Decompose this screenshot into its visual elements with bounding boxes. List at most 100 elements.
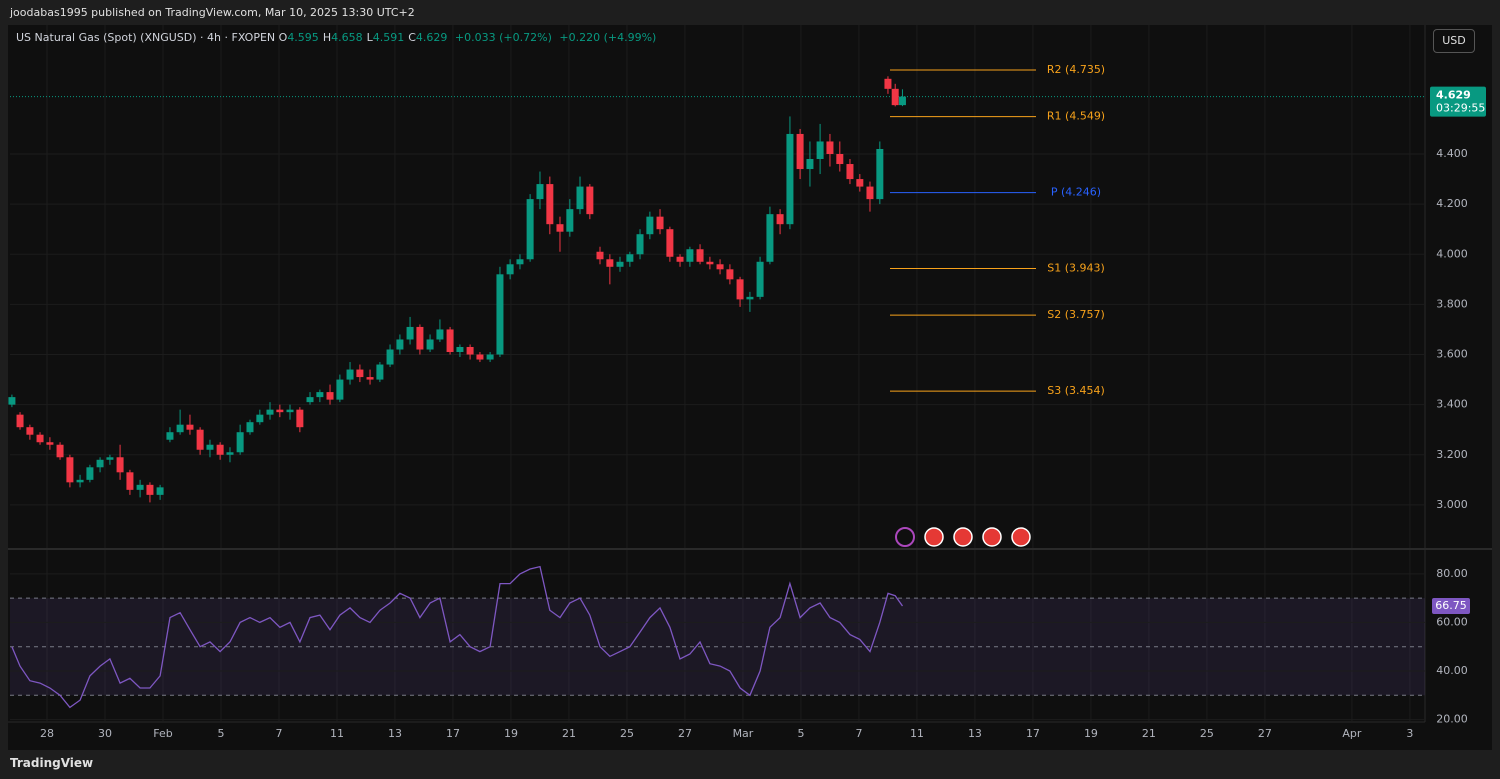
candle-body: [36, 434, 44, 443]
candle-body: [646, 216, 654, 235]
candle-body: [506, 264, 514, 275]
candle-body: [336, 379, 344, 400]
y-tick-label: 20.00: [1436, 713, 1468, 726]
last-price-label: 4.629: [1436, 89, 1471, 102]
candle-body: [846, 164, 854, 180]
x-tick-label: Feb: [153, 727, 172, 740]
pivot-label: S2 (3.757): [1047, 308, 1105, 321]
candle-body: [476, 354, 484, 360]
candle-body: [566, 209, 574, 232]
candle-body: [326, 392, 334, 400]
candle-body: [496, 274, 504, 355]
x-tick-label: 19: [1084, 727, 1098, 740]
candle-body: [136, 484, 144, 490]
candle-body: [526, 199, 534, 260]
candle-body: [446, 329, 454, 353]
x-tick-label: 13: [968, 727, 982, 740]
candle-body: [786, 133, 794, 225]
candle-body: [286, 409, 294, 413]
candle-body: [406, 326, 414, 340]
candle-body: [796, 133, 804, 170]
candle-body: [126, 472, 134, 490]
candle-body: [436, 329, 444, 340]
chart-background: [8, 25, 1492, 750]
candle-body: [826, 141, 834, 155]
y-tick-label: 3.000: [1436, 498, 1468, 511]
publish-bar: joodabas1995 published on TradingView.co…: [0, 0, 1500, 25]
currency-button[interactable]: USD: [1433, 29, 1475, 53]
x-tick-label: 11: [330, 727, 344, 740]
event-icon: [982, 527, 1002, 547]
x-tick-label: 17: [446, 727, 460, 740]
candle-body: [706, 261, 714, 265]
candle-body: [836, 154, 844, 165]
ohlc-key: L: [366, 31, 373, 44]
x-tick-label: 11: [910, 727, 924, 740]
x-tick-label: 30: [98, 727, 112, 740]
candle-body: [426, 339, 434, 350]
candle-body: [456, 346, 464, 353]
y-tick-label: 4.000: [1436, 247, 1468, 260]
countdown-label: 03:29:55: [1436, 102, 1485, 115]
x-tick-label: Apr: [1342, 727, 1362, 740]
candle-body: [626, 254, 634, 262]
candle-body: [516, 259, 524, 265]
chart: 28 30 Feb 5 7 11 13 17 19 21 25 27 Mar 5 7 11 13 17 19 21 25…: [8, 25, 1492, 750]
candle-body: [206, 444, 214, 450]
x-tick-label: 21: [562, 727, 576, 740]
y-tick-label: 3.400: [1436, 398, 1468, 411]
x-tick-label: 25: [1200, 727, 1214, 740]
candle-body: [306, 397, 314, 403]
x-tick-label: 5: [217, 727, 224, 740]
symbol-title: US Natural Gas (Spot) (XNGUSD) · 4h · FX…: [16, 31, 276, 44]
candle-body: [266, 409, 274, 415]
candle-body: [26, 427, 34, 435]
y-tick-label: 3.800: [1436, 297, 1468, 310]
candle-body: [746, 296, 754, 300]
candle-body: [296, 409, 304, 428]
y-tick-label: 4.400: [1436, 147, 1468, 160]
x-tick-label: 3: [1406, 727, 1413, 740]
rsi-value-box: [1432, 598, 1470, 615]
rsi-value-label: 66.75: [1435, 599, 1467, 612]
candle-body: [146, 484, 154, 495]
ohlc-key: H: [322, 31, 332, 44]
candle-body: [276, 409, 284, 413]
x-tick-label: 25: [620, 727, 634, 740]
event-icon: [895, 527, 915, 547]
candle-body: [386, 349, 394, 365]
rsi-line: [11, 565, 904, 709]
candle-body: [884, 78, 892, 89]
candle-body: [346, 369, 354, 380]
candle-body: [546, 184, 554, 225]
legend: US Natural Gas (Spot) (XNGUSD) · 4h · FX…: [16, 31, 660, 44]
x-tick-label: 7: [855, 727, 862, 740]
candle-body: [636, 234, 644, 255]
candle-body: [866, 186, 874, 200]
candle-body: [236, 432, 244, 453]
candle-body: [716, 264, 724, 270]
publisher: joodabas1995 published on TradingView.co…: [10, 6, 415, 19]
change: +0.033 (+0.72%): [454, 31, 552, 44]
y-tick-label: 60.00: [1436, 615, 1468, 628]
y-tick-label: 3.600: [1436, 348, 1468, 361]
ohlc-key: O: [278, 31, 288, 44]
ohlc-value: 4.591: [372, 31, 405, 44]
candle-body: [656, 216, 664, 230]
event-icon: [1011, 527, 1031, 547]
x-tick-label: 27: [678, 727, 692, 740]
event-icon: [924, 527, 944, 547]
candle-body: [86, 467, 94, 480]
candle-body: [246, 422, 254, 433]
candle-body: [776, 214, 784, 225]
ohlc-value: 4.629: [415, 31, 448, 44]
brand: TradingView: [10, 756, 94, 770]
candle-body: [96, 459, 104, 468]
candle-body: [56, 444, 64, 458]
candle-body: [606, 259, 614, 267]
pivot-label: R2 (4.735): [1047, 63, 1105, 76]
candle-body: [366, 377, 374, 380]
candle-body: [806, 159, 814, 170]
change-period: +0.220 (+4.99%): [559, 31, 657, 44]
